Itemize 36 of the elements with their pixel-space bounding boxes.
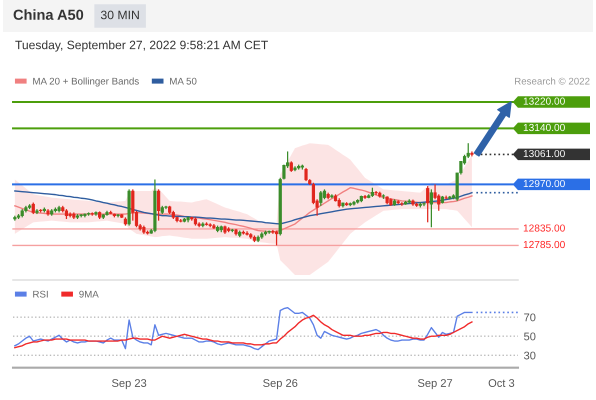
candlestick	[290, 160, 293, 173]
x-tick-label: Oct 3	[488, 379, 514, 387]
candlestick	[319, 190, 322, 206]
ref-line-label: 13220.00	[524, 98, 565, 105]
candlestick	[370, 187, 374, 198]
y-tick-label: 30	[524, 352, 536, 360]
line-series	[14, 314, 473, 348]
legend-label: MA 20 + Bollinger Bands	[33, 77, 139, 87]
candlestick	[39, 208, 42, 214]
y-tick-label: 50	[524, 332, 536, 340]
legend-label: 9MA	[79, 290, 99, 298]
x-tick-label: Sep 26	[263, 379, 298, 390]
x-tick-label: Sep 27	[418, 379, 452, 390]
text: Research © 2022	[515, 77, 590, 85]
chart-subtitle: Tuesday, September 27, 2022 9:58:21 AM CET	[15, 40, 268, 52]
text: 30 MIN	[100, 10, 139, 20]
line-series	[14, 306, 473, 350]
ref-line-label: 12970.00	[524, 180, 565, 188]
candlestick	[156, 188, 160, 222]
candlestick	[304, 167, 308, 182]
legend-label: MA 50	[170, 78, 197, 85]
candlestick	[32, 202, 35, 215]
chart-title: China A50	[14, 9, 84, 20]
candlestick	[274, 230, 278, 246]
candlestick	[338, 198, 341, 208]
ref-line-label: 12835.00	[524, 224, 565, 232]
legend-label: RSI	[33, 290, 48, 298]
x-tick-label: Sep 23	[112, 379, 146, 390]
y-tick-label: 70	[524, 313, 536, 322]
ref-line-label: 12785.00	[524, 240, 565, 248]
candlestick	[64, 208, 68, 220]
candlestick	[430, 188, 433, 228]
candlestick	[426, 185, 430, 223]
ref-line-label: 13061.00	[524, 150, 565, 158]
ref-line-label: 13140.00	[524, 124, 565, 132]
candlestick	[179, 218, 182, 223]
